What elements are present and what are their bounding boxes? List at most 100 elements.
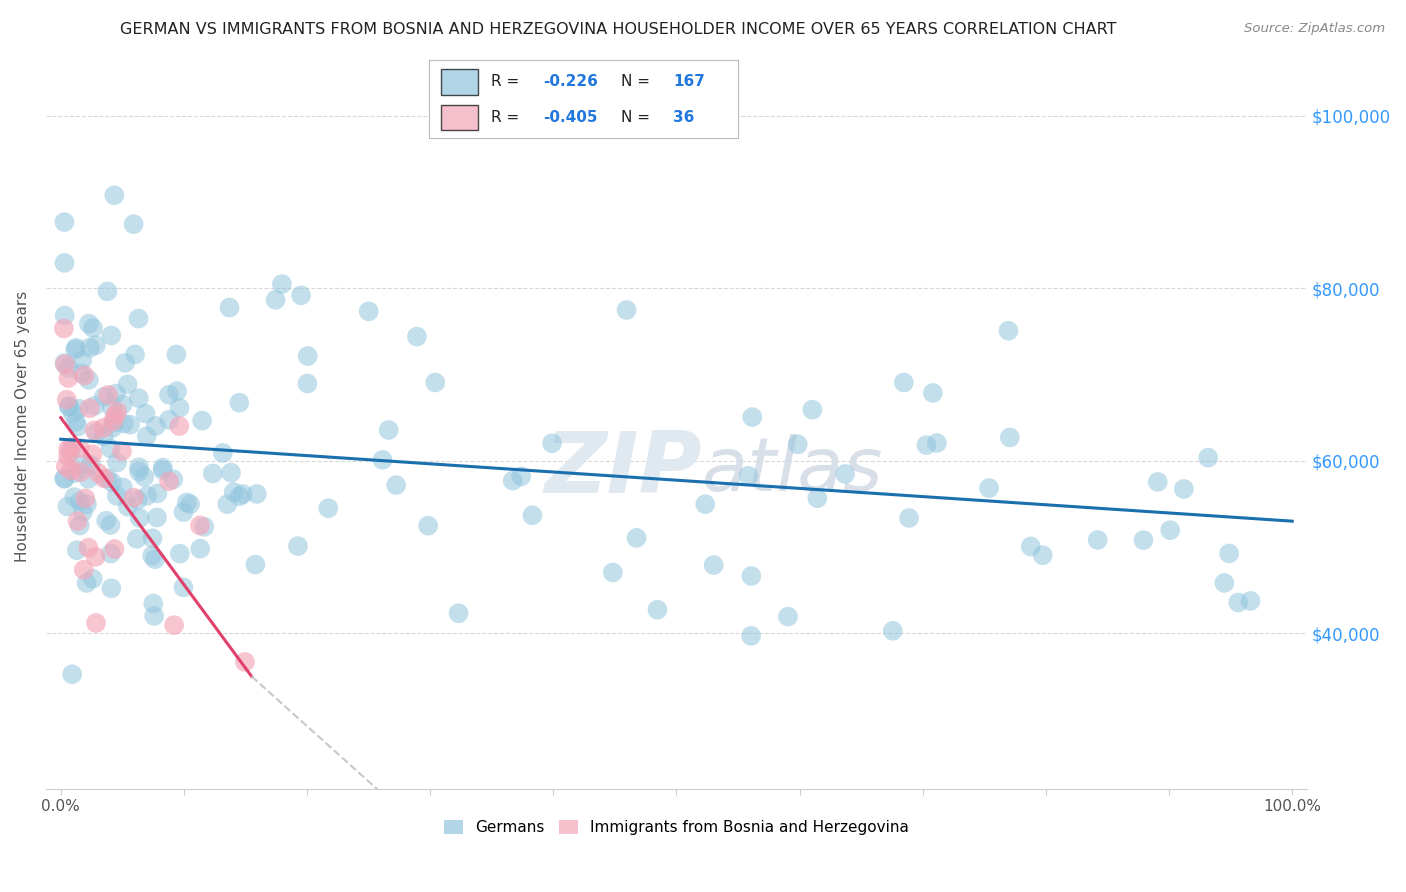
Point [65, 341, 87, 355]
Point [77, 317, 100, 331]
Point [128, 311, 150, 326]
Point [228, 395, 250, 409]
Point [316, 501, 339, 516]
Point [740, 629, 762, 643]
Point [58, 400, 80, 414]
Point [152, 460, 174, 475]
Point [703, 558, 725, 572]
Point [602, 566, 624, 580]
Point [117, 377, 139, 392]
Point [55, 392, 77, 407]
Point [287, 539, 309, 553]
Point [103, 541, 125, 556]
Point [134, 470, 156, 484]
Point [60, 463, 83, 477]
Point [786, 437, 808, 451]
Point [141, 549, 163, 563]
FancyBboxPatch shape [441, 104, 478, 130]
Point [922, 386, 945, 401]
Point [134, 407, 156, 421]
Point [87, 466, 110, 480]
Point [53, 309, 76, 323]
Text: -0.226: -0.226 [543, 74, 598, 89]
Point [740, 569, 762, 583]
Text: N =: N = [620, 74, 654, 89]
Text: atlas: atlas [702, 434, 883, 506]
Point [616, 303, 638, 318]
Text: GERMAN VS IMMIGRANTS FROM BOSNIA AND HERZEGOVINA HOUSEHOLDER INCOME OVER 65 YEAR: GERMAN VS IMMIGRANTS FROM BOSNIA AND HER… [121, 22, 1116, 37]
Point [69, 441, 91, 455]
Point [136, 489, 159, 503]
Point [157, 388, 180, 402]
Point [176, 495, 198, 509]
Point [127, 492, 149, 507]
Text: 167: 167 [673, 74, 704, 89]
Point [104, 409, 127, 423]
Point [53, 356, 76, 370]
Point [82, 572, 104, 586]
Point [93, 421, 115, 435]
Point [626, 531, 648, 545]
Point [104, 386, 127, 401]
Point [510, 469, 533, 483]
Point [128, 391, 150, 405]
Point [1197, 450, 1219, 465]
Point [128, 511, 150, 525]
Point [1159, 523, 1181, 537]
Point [53, 215, 76, 229]
Point [188, 541, 211, 556]
Point [111, 480, 134, 494]
Point [211, 446, 233, 460]
Point [169, 547, 191, 561]
Point [58, 399, 80, 413]
Point [93, 471, 115, 485]
Point [65, 415, 87, 429]
Point [1218, 546, 1240, 560]
Point [695, 497, 717, 511]
Point [63, 466, 86, 480]
Point [55, 459, 77, 474]
Point [120, 417, 142, 432]
Point [163, 618, 186, 632]
Point [73, 563, 96, 577]
Point [172, 580, 194, 594]
Point [1239, 594, 1261, 608]
Point [124, 347, 146, 361]
Point [53, 256, 76, 270]
Point [143, 609, 166, 624]
Point [100, 547, 122, 561]
Point [111, 444, 134, 458]
Point [233, 655, 256, 669]
Point [100, 581, 122, 595]
Text: R =: R = [491, 110, 524, 125]
Point [201, 467, 224, 481]
Point [66, 514, 89, 528]
Point [741, 410, 763, 425]
FancyBboxPatch shape [441, 70, 478, 95]
Point [152, 463, 174, 477]
Point [647, 603, 669, 617]
Point [65, 343, 87, 357]
Point [53, 472, 76, 486]
Point [69, 494, 91, 508]
Point [105, 456, 128, 470]
Point [541, 436, 564, 450]
Point [925, 436, 948, 450]
Point [105, 404, 128, 418]
Point [60, 440, 83, 454]
Point [93, 429, 115, 443]
Legend: Germans, Immigrants from Bosnia and Herzegovina: Germans, Immigrants from Bosnia and Herz… [444, 820, 908, 835]
Point [1173, 482, 1195, 496]
Point [70, 353, 93, 368]
Point [191, 414, 214, 428]
Point [82, 447, 104, 461]
Text: N =: N = [620, 110, 654, 125]
Point [377, 423, 399, 437]
Point [188, 518, 211, 533]
Point [122, 491, 145, 505]
Point [1087, 533, 1109, 547]
Point [425, 376, 447, 390]
Text: -0.405: -0.405 [543, 110, 598, 125]
Point [101, 414, 124, 428]
Point [157, 413, 180, 427]
